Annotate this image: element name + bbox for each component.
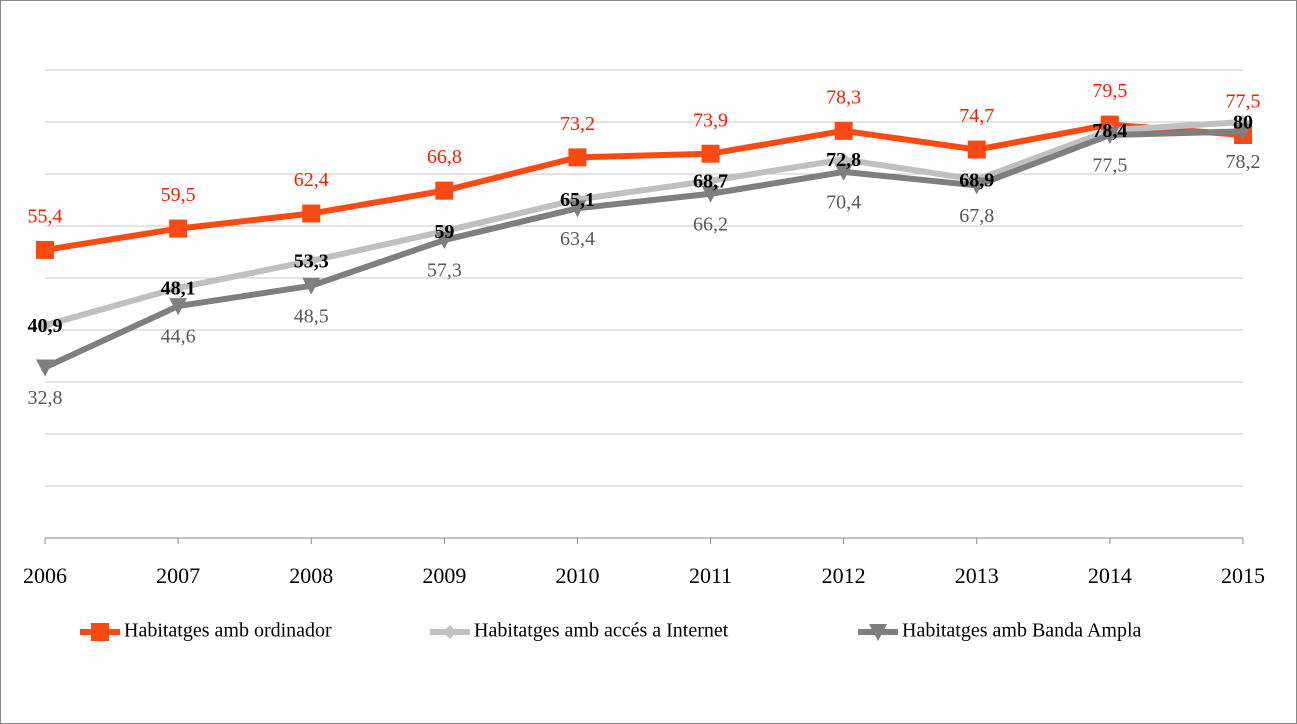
data-label: 78,2 (1226, 151, 1261, 173)
x-tick-label: 2007 (156, 563, 200, 588)
marker (38, 318, 52, 333)
x-tick-label: 2006 (23, 563, 67, 588)
data-label: 48,1 (161, 277, 196, 299)
marker (834, 163, 853, 181)
x-tick-label: 2008 (289, 563, 333, 588)
series-line (43, 128, 1244, 371)
data-label: 53,3 (294, 250, 329, 272)
data-label: 59 (434, 221, 454, 243)
data-label: 32,8 (28, 387, 63, 409)
marker (834, 121, 853, 140)
marker (568, 148, 587, 167)
marker (304, 253, 319, 268)
data-label: 77,5 (1226, 91, 1261, 113)
marker (91, 623, 109, 641)
data-label: 55,4 (28, 206, 63, 228)
data-label: 62,4 (294, 169, 329, 191)
data-label: 63,4 (560, 228, 595, 250)
data-label: 73,9 (693, 109, 728, 131)
data-label: 68,7 (693, 170, 728, 192)
x-tick-label: 2012 (822, 563, 866, 588)
x-tick-label: 2013 (955, 563, 999, 588)
data-label: 48,5 (294, 305, 329, 327)
data-label: 66,2 (693, 213, 728, 235)
data-label: 44,6 (161, 326, 196, 348)
data-label: 67,8 (959, 205, 994, 227)
legend-label: Habitatges amb Banda Ampla (902, 620, 1142, 642)
marker (435, 232, 454, 250)
x-tick-label: 2014 (1088, 563, 1132, 588)
data-label: 78,3 (826, 86, 861, 108)
data-label: 80 (1233, 112, 1253, 134)
marker (836, 152, 851, 167)
data-label: 66,8 (427, 146, 462, 168)
marker (967, 177, 986, 195)
marker (169, 219, 188, 238)
data-label: 70,4 (826, 192, 861, 214)
marker (703, 173, 718, 188)
series-line (44, 119, 1244, 329)
x-tick-label: 2011 (689, 563, 732, 588)
legend-label: Habitatges amb ordinador (124, 620, 332, 642)
data-label: 77,5 (1092, 155, 1127, 177)
series-line (44, 121, 1244, 253)
marker (169, 298, 188, 316)
legend-label: Habitatges amb accés a Internet (474, 620, 729, 642)
marker (701, 144, 720, 163)
marker (435, 181, 454, 200)
x-tick-label: 2010 (555, 563, 599, 588)
data-label: 57,3 (427, 260, 462, 282)
marker (869, 624, 887, 641)
marker (568, 200, 587, 218)
x-tick-label: 2009 (422, 563, 466, 588)
data-label: 40,9 (28, 315, 63, 337)
marker (302, 277, 321, 295)
data-label: 74,7 (959, 105, 994, 127)
marker (1234, 123, 1252, 141)
data-label: 59,5 (161, 184, 196, 206)
data-label: 79,5 (1092, 80, 1127, 102)
marker (967, 140, 986, 159)
x-tick-label: 2015 (1221, 563, 1265, 588)
marker (36, 240, 54, 259)
marker (701, 185, 720, 203)
data-label: 73,2 (560, 113, 595, 135)
data-label: 68,9 (959, 169, 994, 191)
marker (302, 204, 321, 223)
marker (171, 280, 186, 295)
marker (443, 625, 457, 639)
marker (1100, 127, 1119, 144)
data-label: 65,1 (560, 189, 595, 211)
data-label: 78,4 (1092, 120, 1127, 142)
marker (36, 359, 54, 377)
data-label: 72,8 (826, 149, 861, 171)
